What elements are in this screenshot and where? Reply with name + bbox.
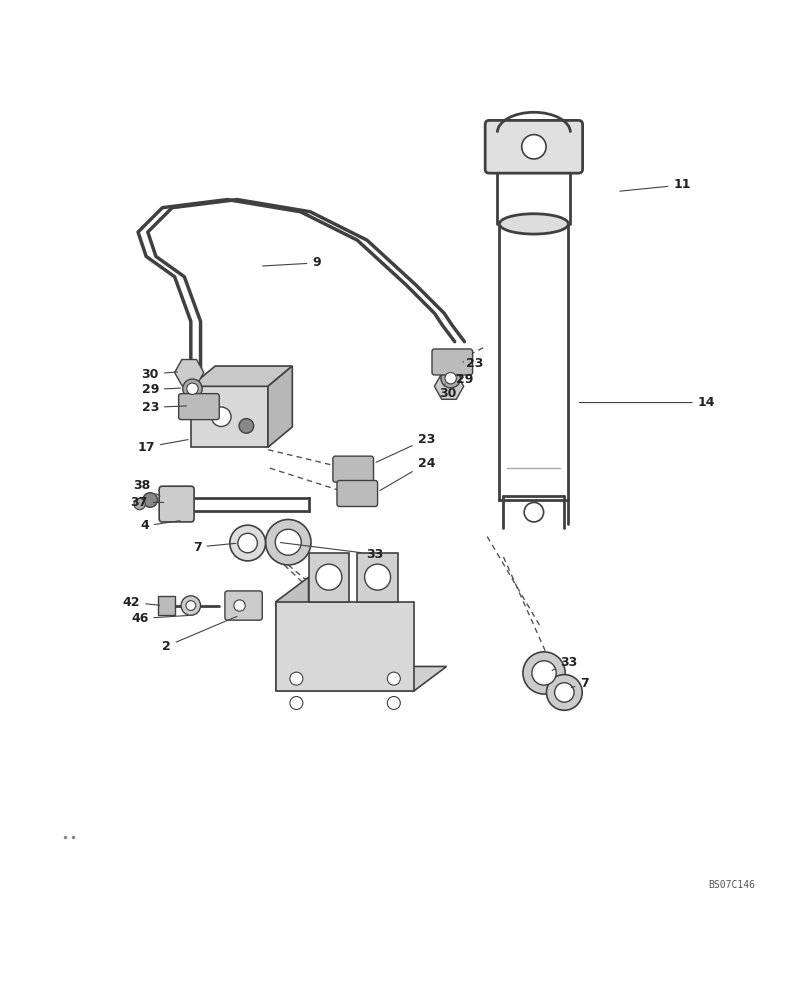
Text: 33: 33 <box>551 656 577 671</box>
Polygon shape <box>357 553 397 601</box>
Circle shape <box>181 596 200 615</box>
Text: 23: 23 <box>141 401 187 414</box>
Circle shape <box>230 525 265 561</box>
Circle shape <box>238 533 257 553</box>
Text: 23: 23 <box>462 357 483 370</box>
Text: 46: 46 <box>131 612 188 625</box>
Circle shape <box>238 419 253 433</box>
Text: 14: 14 <box>578 396 714 409</box>
Text: 17: 17 <box>137 440 188 454</box>
Circle shape <box>182 379 202 398</box>
Circle shape <box>440 368 460 388</box>
Circle shape <box>387 672 400 685</box>
Ellipse shape <box>499 214 568 234</box>
Text: 38: 38 <box>133 479 160 496</box>
Text: 29: 29 <box>455 373 473 386</box>
Circle shape <box>290 697 303 709</box>
Circle shape <box>315 564 341 590</box>
Text: 7: 7 <box>570 677 588 690</box>
Circle shape <box>275 529 301 555</box>
FancyBboxPatch shape <box>337 481 377 506</box>
FancyBboxPatch shape <box>178 394 219 420</box>
FancyBboxPatch shape <box>225 591 262 620</box>
Text: 30: 30 <box>439 384 457 400</box>
Polygon shape <box>276 601 414 691</box>
Circle shape <box>186 601 195 610</box>
Circle shape <box>546 675 581 710</box>
Circle shape <box>522 652 564 694</box>
Text: 4: 4 <box>140 519 180 532</box>
FancyBboxPatch shape <box>333 456 373 482</box>
Polygon shape <box>308 553 349 601</box>
Polygon shape <box>191 386 268 447</box>
Text: BS07C146: BS07C146 <box>707 880 754 890</box>
FancyBboxPatch shape <box>159 486 194 522</box>
FancyBboxPatch shape <box>484 120 581 173</box>
Circle shape <box>211 407 230 427</box>
Circle shape <box>187 383 198 394</box>
Circle shape <box>387 697 400 709</box>
Text: 33: 33 <box>280 543 384 561</box>
Polygon shape <box>158 596 174 615</box>
FancyBboxPatch shape <box>431 349 472 375</box>
Circle shape <box>521 135 545 159</box>
Polygon shape <box>191 366 292 386</box>
Text: 29: 29 <box>141 383 181 396</box>
Text: 23: 23 <box>375 433 435 462</box>
Text: 42: 42 <box>122 596 160 609</box>
Circle shape <box>265 519 311 565</box>
Circle shape <box>554 683 573 702</box>
Circle shape <box>290 672 303 685</box>
Polygon shape <box>174 360 204 386</box>
Circle shape <box>364 564 390 590</box>
Circle shape <box>143 493 157 507</box>
Circle shape <box>444 373 456 384</box>
Polygon shape <box>276 666 446 691</box>
Text: 24: 24 <box>380 457 435 490</box>
Text: 7: 7 <box>193 541 236 554</box>
Text: 9: 9 <box>262 256 320 269</box>
Polygon shape <box>268 366 292 447</box>
Circle shape <box>234 600 245 611</box>
Circle shape <box>531 661 556 685</box>
Text: 37: 37 <box>130 496 164 509</box>
Text: 30: 30 <box>141 368 178 381</box>
Circle shape <box>524 502 543 522</box>
Text: 2: 2 <box>162 616 237 653</box>
Polygon shape <box>276 577 308 691</box>
Circle shape <box>134 498 145 510</box>
Polygon shape <box>434 373 463 399</box>
Text: 11: 11 <box>619 178 690 191</box>
